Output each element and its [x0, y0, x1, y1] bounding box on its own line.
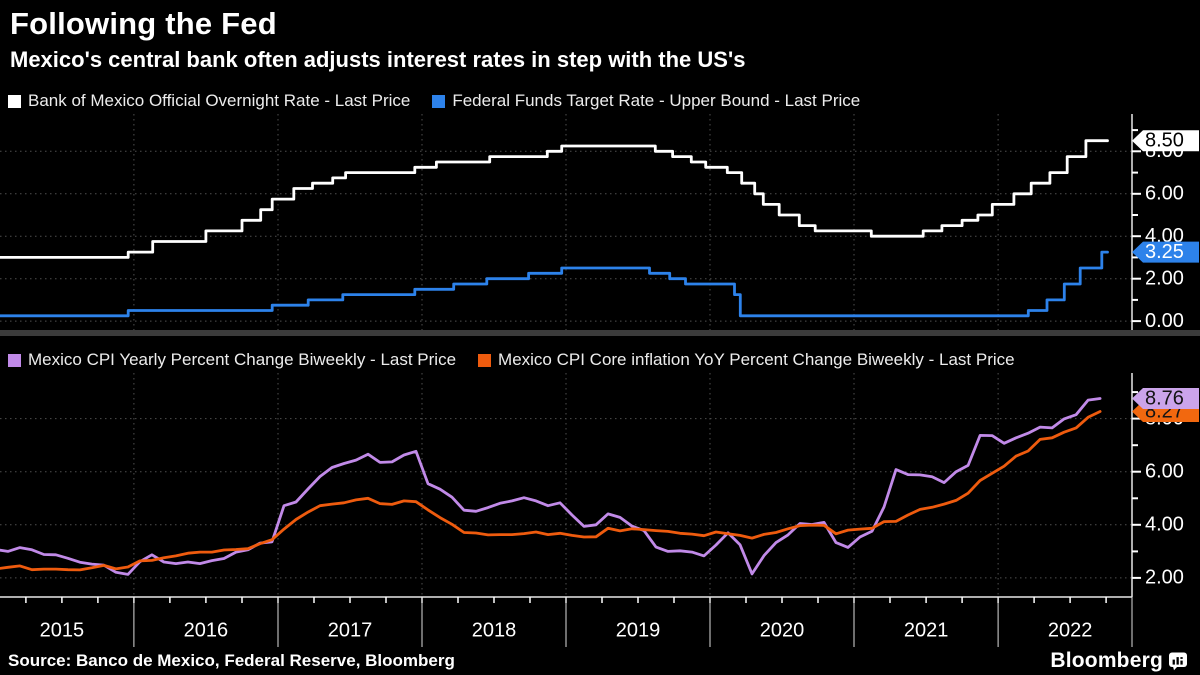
legend-item: Federal Funds Target Rate - Upper Bound …: [432, 91, 860, 111]
svg-text:2.00: 2.00: [1145, 267, 1184, 289]
x-axis-year-label: 2022: [1048, 619, 1093, 641]
svg-text:6.00: 6.00: [1145, 460, 1184, 482]
bloomberg-wordmark: Bloomberg: [1050, 649, 1163, 672]
rates-line-chart: 0.002.004.006.008.003.258.50: [0, 114, 1199, 330]
chart-title: Following the Fed: [10, 6, 277, 41]
legend-item: Bank of Mexico Official Overnight Rate -…: [8, 91, 410, 111]
x-axis-year-label: 2020: [760, 619, 805, 641]
x-axis-year-label: 2017: [328, 619, 373, 641]
last-price-value: 8.76: [1145, 387, 1184, 409]
bloomberg-chart-page: Following the Fed Mexico's central bank …: [0, 4, 1200, 675]
legend-swatch: [478, 353, 492, 367]
x-axis-year-label: 2019: [616, 619, 661, 641]
x-axis-year-label: 2015: [40, 619, 85, 641]
legend-rates: Bank of Mexico Official Overnight Rate -…: [0, 88, 1200, 114]
x-axis-year-label: 2018: [472, 619, 517, 641]
svg-text:2.00: 2.00: [1145, 566, 1184, 588]
svg-text:6.00: 6.00: [1145, 183, 1184, 205]
last-price-value: 8.50: [1145, 129, 1184, 151]
footer: Source: Banco de Mexico, Federal Reserve…: [0, 648, 1200, 675]
last-price-tag: [1132, 387, 1199, 409]
legend-swatch: [8, 94, 21, 108]
legend-cpi: Mexico CPI Yearly Percent Change Biweekl…: [0, 348, 1200, 373]
legend-label: Bank of Mexico Official Overnight Rate -…: [28, 91, 411, 110]
legend-swatch: [8, 353, 21, 367]
last-price-tag: [1132, 130, 1199, 152]
legend-label: Mexico CPI Yearly Percent Change Biweekl…: [28, 350, 457, 369]
x-axis-year-label: 2016: [184, 619, 229, 641]
bloomberg-terminal-icon: [1169, 652, 1187, 671]
legend-label: Federal Funds Target Rate - Upper Bound …: [452, 91, 861, 110]
legend-item: Mexico CPI Core inflation YoY Percent Ch…: [478, 350, 1015, 370]
cpi-line-chart: 2.004.006.008.00201520162017201820192020…: [0, 372, 1199, 647]
x-axis-year-label: 2021: [904, 619, 949, 641]
chart-subtitle: Mexico's central bank often adjusts inte…: [10, 47, 746, 72]
last-price-value: 3.25: [1145, 241, 1184, 263]
panel-divider: [0, 330, 1200, 336]
legend-swatch: [432, 94, 446, 108]
svg-text:4.00: 4.00: [1145, 513, 1184, 535]
source-note: Source: Banco de Mexico, Federal Reserve…: [8, 651, 455, 670]
legend-label: Mexico CPI Core inflation YoY Percent Ch…: [498, 350, 1015, 369]
bloomberg-logo: Bloomberg: [1050, 649, 1192, 673]
legend-item: Mexico CPI Yearly Percent Change Biweekl…: [8, 350, 456, 370]
last-price-tag: [1132, 241, 1199, 263]
svg-text:0.00: 0.00: [1145, 310, 1184, 330]
svg-text:4.00: 4.00: [1145, 225, 1184, 247]
